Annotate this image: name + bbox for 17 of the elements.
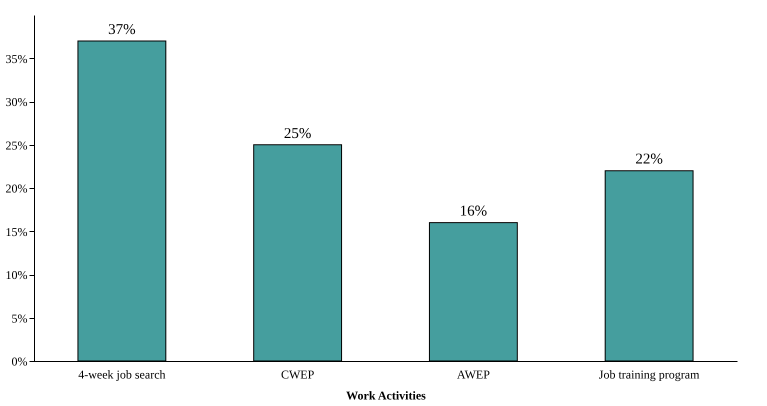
data-label: 16% — [460, 204, 488, 220]
y-tick-label: 35% — [6, 52, 28, 66]
y-tick-label: 15% — [6, 224, 28, 239]
data-label: 37% — [108, 22, 136, 38]
x-tick-label: 4-week job search — [78, 368, 166, 382]
x-tick-label: AWEP — [456, 368, 490, 382]
data-label: 22% — [635, 152, 663, 168]
y-tick-label: 20% — [6, 182, 28, 196]
x-tick-label: CWEP — [280, 368, 315, 382]
x-axis-title: Work Activities — [346, 388, 426, 402]
y-tick-label: 25% — [6, 138, 28, 152]
y-tick-label: 10% — [6, 268, 28, 282]
y-tick-label: 0% — [12, 354, 28, 368]
y-tick-label: 30% — [6, 95, 28, 109]
x-tick-label: Job training program — [598, 368, 700, 382]
data-label: 25% — [284, 126, 312, 142]
y-tick-label: 5% — [12, 311, 28, 326]
